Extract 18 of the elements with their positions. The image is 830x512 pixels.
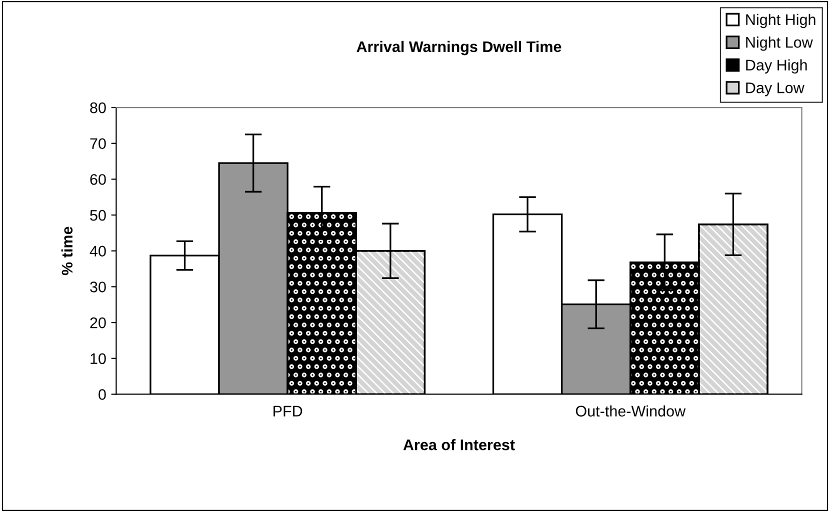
- x-tick-label: Out-the-Window: [576, 405, 686, 417]
- x-tick-label: PFD: [274, 406, 302, 416]
- legend-label: Night Low: [746, 36, 813, 51]
- chart-title: Arrival Warnings Dwell Time: [356, 40, 562, 56]
- legend-label: Day Low: [746, 82, 804, 96]
- y-tick-label: 70: [90, 138, 106, 150]
- x-axis-title: Area of Interest: [403, 439, 515, 450]
- y-tick-label: 0: [98, 389, 106, 400]
- y-tick-label: 50: [90, 210, 106, 221]
- legend-label: Night High: [746, 14, 816, 28]
- y-tick-label: 30: [90, 282, 106, 292]
- y-tick-label: 60: [90, 174, 106, 185]
- y-tick-label: 40: [90, 246, 106, 257]
- y-axis-title: % time: [61, 226, 73, 276]
- y-tick-label: 10: [90, 353, 106, 364]
- y-tick-label: 80: [90, 102, 106, 114]
- legend-label: Day High: [746, 59, 807, 74]
- y-tick-label: 20: [90, 317, 106, 328]
